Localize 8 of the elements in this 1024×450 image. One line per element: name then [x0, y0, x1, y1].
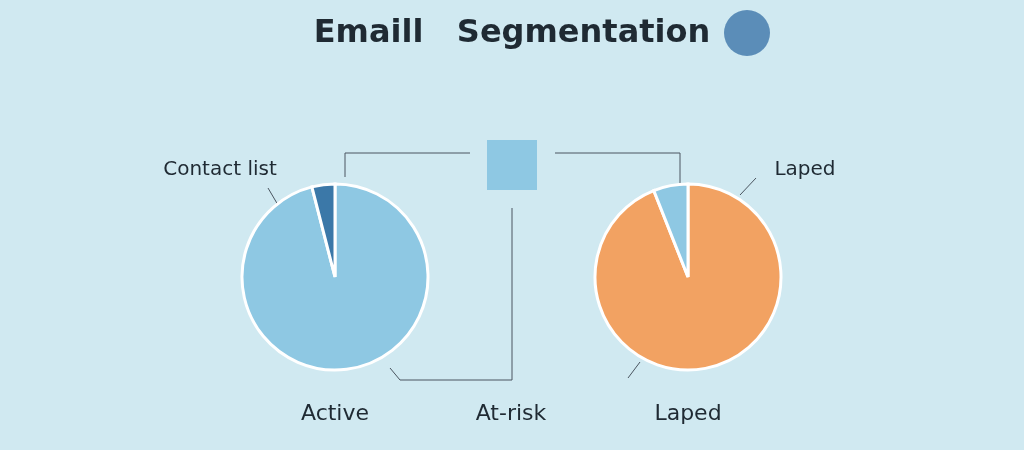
text: Laped — [654, 400, 722, 425]
slice-label: Laped — [774, 156, 836, 180]
text: At-risk — [475, 400, 547, 425]
text: Emaill Segmentation — [313, 12, 711, 50]
text: Active — [300, 400, 370, 425]
pie-slice — [593, 182, 783, 372]
slice-label: Contact list — [163, 156, 277, 180]
pie-slice — [240, 182, 430, 372]
